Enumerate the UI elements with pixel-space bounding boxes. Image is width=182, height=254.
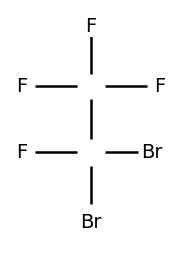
Text: F: F	[154, 76, 166, 96]
Text: F: F	[85, 17, 97, 36]
Text: Br: Br	[141, 142, 163, 162]
Text: Br: Br	[80, 213, 102, 231]
Text: F: F	[16, 142, 28, 162]
Text: F: F	[16, 76, 28, 96]
